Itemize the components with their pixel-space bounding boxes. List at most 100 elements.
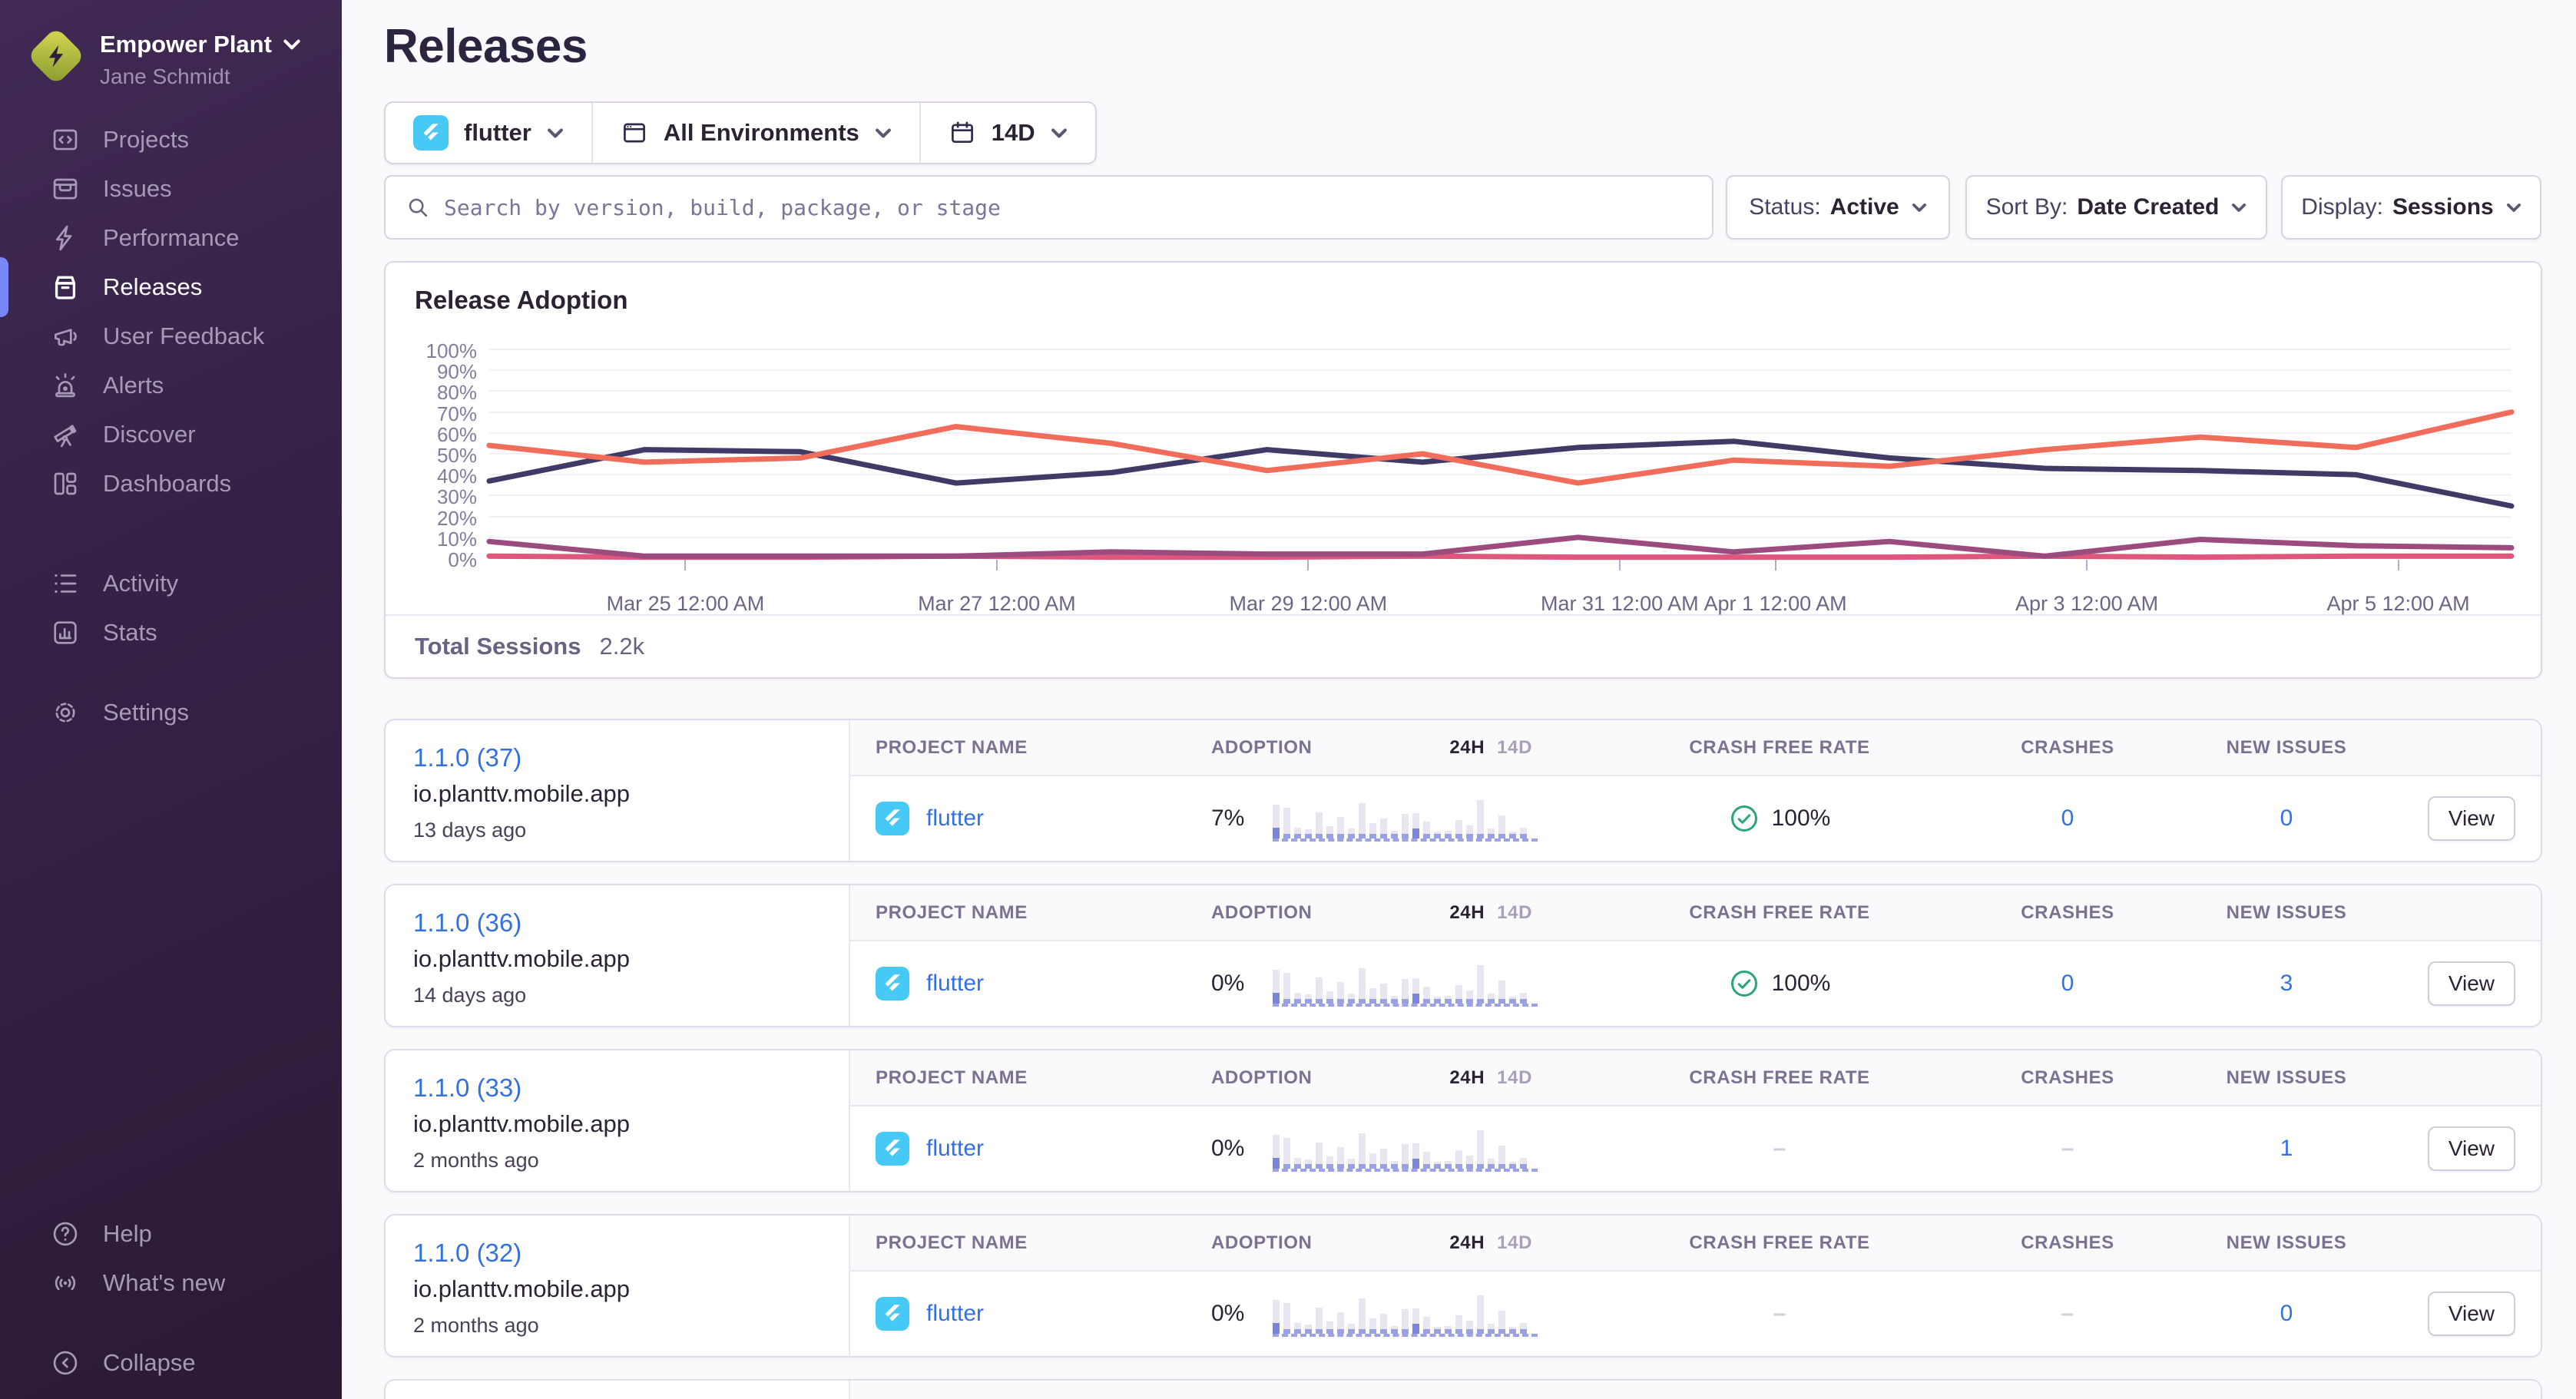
sidebar-nav-collapse: Collapse: [0, 1338, 342, 1387]
release-age: 13 days ago: [413, 819, 527, 842]
status-filter-button[interactable]: Status: Active: [1726, 175, 1950, 240]
toggle-24h[interactable]: 24H: [1449, 1067, 1485, 1088]
sidebar-item-help[interactable]: Help: [0, 1209, 342, 1258]
search-input[interactable]: [444, 194, 1692, 220]
project-link[interactable]: flutter: [926, 971, 985, 996]
empty-value-dash: –: [1773, 1301, 1786, 1326]
sparkline-bar: [1273, 805, 1280, 838]
projects-icon: [51, 125, 80, 154]
release-version-link[interactable]: 1.1.0 (32): [413, 1239, 522, 1267]
sidebar-item-projects[interactable]: Projects: [0, 115, 342, 164]
sparkline-bar: [1498, 1146, 1505, 1169]
sidebar-item-user-feedback[interactable]: User Feedback: [0, 312, 342, 361]
toggle-14d[interactable]: 14D: [1497, 736, 1532, 758]
column-adoption: ADOPTION: [1211, 1232, 1313, 1253]
empty-value-dash: –: [2061, 1301, 2074, 1326]
sparkline-bar: [1359, 803, 1366, 838]
sort-by-button[interactable]: Sort By: Date Created: [1965, 175, 2267, 240]
sessions-sparkline: [1273, 1126, 1538, 1172]
new-issues-count-link[interactable]: 0: [2280, 805, 2293, 831]
environment-filter-value: All Environments: [663, 119, 859, 146]
release-version-link[interactable]: 1.1.0 (33): [413, 1073, 522, 1102]
project-link[interactable]: flutter: [926, 1301, 985, 1326]
project-link[interactable]: flutter: [926, 1136, 985, 1161]
sparkline-bar: [1273, 1300, 1280, 1334]
sparkline-bar: [1509, 1327, 1516, 1334]
page-title: Releases: [384, 20, 588, 73]
adoption-series-2: [486, 534, 2515, 559]
sidebar-item-releases[interactable]: Releases: [0, 257, 342, 317]
column-project-name: PROJECT NAME: [876, 1232, 1028, 1253]
view-release-button[interactable]: View: [2427, 1126, 2515, 1171]
toggle-24h[interactable]: 24H: [1449, 736, 1485, 758]
calendar-icon: [951, 121, 973, 144]
stats-icon: [51, 618, 80, 647]
adoption-series-4: [486, 409, 2515, 486]
toggle-14d[interactable]: 14D: [1497, 1232, 1532, 1253]
release-age: 14 days ago: [413, 984, 527, 1007]
sidebar-item-alerts[interactable]: Alerts: [0, 361, 342, 410]
sidebar-item-issues[interactable]: Issues: [0, 164, 342, 213]
sidebar-item-what-s-new[interactable]: What's new: [0, 1258, 342, 1308]
y-axis-label: 50%: [436, 444, 477, 467]
empty-value-dash: –: [1773, 1136, 1786, 1161]
sparkline-bar: [1273, 1135, 1280, 1169]
project-filter-button[interactable]: flutter: [386, 103, 591, 163]
sparkline-bar: [1283, 1138, 1290, 1169]
release-version-link[interactable]: 1.1.0 (37): [413, 743, 522, 772]
sessions-sparkline: [1273, 1291, 1538, 1337]
release-list: 1.1.0 (37) io.planttv.mobile.app 13 days…: [384, 719, 2542, 1399]
environment-filter-button[interactable]: All Environments: [591, 103, 919, 163]
chevron-down-icon: [547, 128, 563, 137]
sidebar-item-performance[interactable]: Performance: [0, 213, 342, 263]
release-table-header: PROJECT NAME ADOPTION 24H 14D CRASH FREE …: [850, 885, 2541, 941]
gridline: [489, 536, 2511, 538]
new-issues-count-link[interactable]: 1: [2280, 1136, 2293, 1161]
x-axis-tick: [2397, 560, 2399, 571]
sidebar-item-activity[interactable]: Activity: [0, 559, 342, 608]
crashes-cell: –: [1972, 1136, 2164, 1162]
sidebar-item-discover[interactable]: Discover: [0, 410, 342, 459]
sparkline-bar: [1305, 1159, 1312, 1169]
sidebar-item-collapse[interactable]: Collapse: [0, 1338, 342, 1387]
date-range-filter-button[interactable]: 14D: [919, 103, 1095, 163]
sparkline-bar: [1316, 1308, 1323, 1334]
new-issues-count-link[interactable]: 0: [2280, 1301, 2293, 1326]
view-release-button[interactable]: View: [2427, 1292, 2515, 1336]
release-table-header: PROJECT NAME ADOPTION 24H 14D CRASH FREE …: [850, 1050, 2541, 1106]
sparkline-bar: [1391, 996, 1398, 1004]
column-new-issues: NEW ISSUES: [2226, 736, 2347, 758]
toggle-14d[interactable]: 14D: [1497, 901, 1532, 923]
crashes-count-link[interactable]: 0: [2061, 805, 2074, 831]
crash-free-cell: 100% –: [1588, 968, 1972, 999]
crashes-count-link[interactable]: 0: [2061, 971, 2074, 996]
toggle-14d[interactable]: 14D: [1497, 1067, 1532, 1088]
release-meta: 1.1.0 (36) io.planttv.mobile.app 14 days…: [386, 885, 850, 1026]
new-issues-cell: 3: [2164, 971, 2409, 997]
sparkline-bar: [1283, 808, 1290, 838]
x-axis-label: Mar 27 12:00 AM: [918, 592, 1076, 615]
project-link[interactable]: flutter: [926, 805, 985, 831]
sparkline-bar: [1294, 1158, 1301, 1169]
total-sessions-label: Total Sessions: [415, 633, 581, 660]
toggle-24h[interactable]: 24H: [1449, 1232, 1485, 1253]
sparkline-bar: [1423, 822, 1430, 838]
org-switcher[interactable]: Empower Plant Jane Schmidt: [0, 0, 342, 89]
toggle-24h[interactable]: 24H: [1449, 901, 1485, 923]
sidebar-item-stats[interactable]: Stats: [0, 608, 342, 657]
sidebar-item-dashboards[interactable]: Dashboards: [0, 459, 342, 508]
view-release-button[interactable]: View: [2427, 796, 2515, 841]
sparkline-bar: [1520, 1323, 1527, 1334]
release-table-row: flutter 7% 100% – 0 – 0: [850, 776, 2541, 861]
sparkline-bar: [1412, 978, 1419, 1004]
sparkline-bar: [1412, 1143, 1419, 1169]
sidebar-item-settings[interactable]: Settings: [0, 688, 342, 737]
sparkline-bar: [1498, 815, 1505, 838]
release-version-link[interactable]: 1.1.0 (36): [413, 908, 522, 937]
new-issues-count-link[interactable]: 3: [2280, 971, 2293, 996]
gridline: [489, 432, 2511, 434]
view-release-button[interactable]: View: [2427, 961, 2515, 1006]
adoption-chart-lines: [486, 409, 2515, 561]
sparkline-bar: [1326, 1156, 1333, 1169]
display-button[interactable]: Display: Sessions: [2281, 175, 2541, 240]
